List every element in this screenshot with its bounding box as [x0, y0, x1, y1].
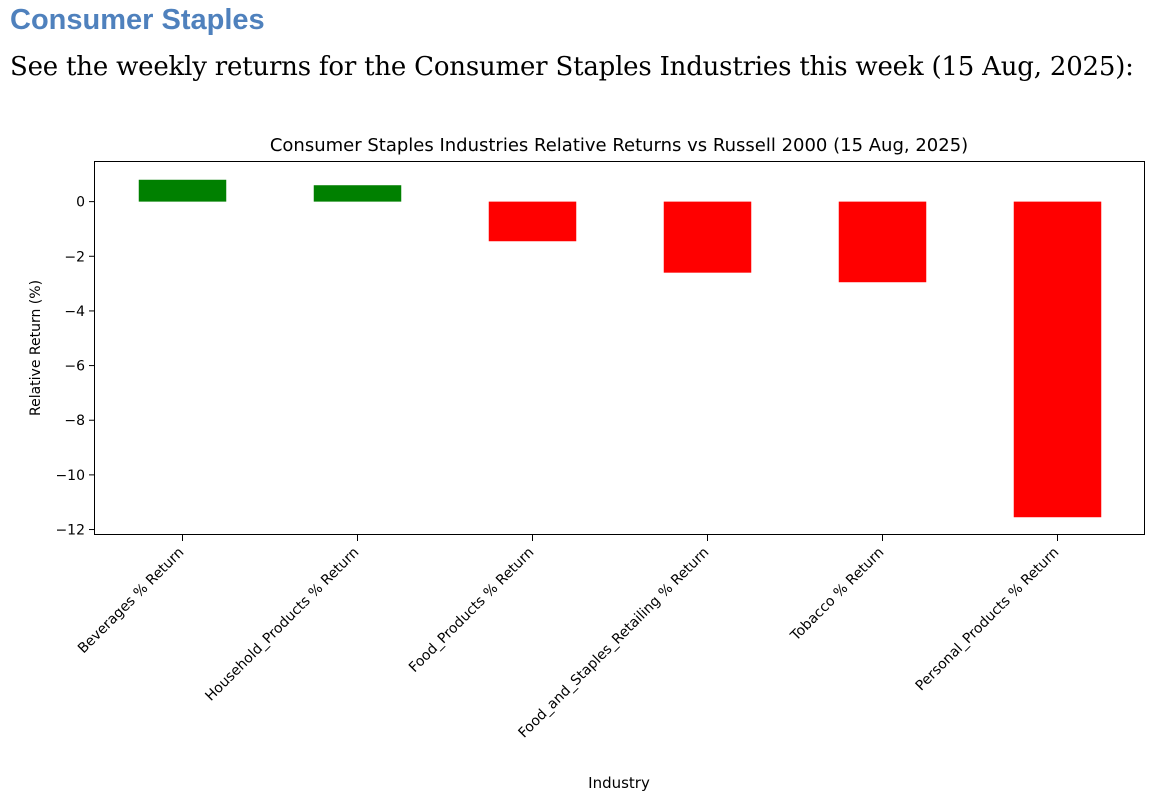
x-axis-label: Industry	[588, 774, 650, 792]
x-axis: Beverages % Return Household_Products % R…	[75, 535, 1062, 741]
plot-frame	[94, 161, 1145, 535]
bar-4	[663, 201, 752, 273]
chart-title: Consumer Staples Industries Relative Ret…	[270, 135, 968, 156]
y-tick-label: −2	[64, 249, 85, 265]
x-tick-label: Tobacco % Return	[787, 545, 887, 645]
y-tick-label: −8	[64, 413, 85, 429]
y-tick-label: −12	[55, 523, 85, 539]
intro-text: See the weekly returns for the Consumer …	[10, 52, 1134, 82]
x-tick-label: Personal_Products % Return	[913, 545, 1063, 695]
section-heading: Consumer Staples	[10, 4, 265, 36]
bar-5	[838, 201, 927, 283]
bar-2	[313, 185, 402, 202]
bar-3	[488, 201, 577, 242]
y-axis: 0 −2 −4 −6 −8 −10 −12	[55, 195, 95, 539]
y-axis-label: Relative Return (%)	[28, 280, 44, 416]
x-tick-label: Beverages % Return	[75, 545, 187, 657]
x-tick-label: Household_Products % Return	[202, 545, 362, 705]
x-tick-label: Food_and_Staples_Retailing % Return	[515, 545, 712, 742]
bar-1	[138, 179, 227, 202]
bar-6	[1013, 201, 1102, 518]
bar-group	[138, 179, 1102, 518]
y-tick-label: 0	[76, 195, 85, 211]
x-tick-label: Food_Products % Return	[406, 545, 537, 676]
y-tick-label: −4	[64, 304, 85, 320]
y-tick-label: −10	[55, 468, 85, 484]
y-tick-label: −6	[64, 359, 85, 375]
